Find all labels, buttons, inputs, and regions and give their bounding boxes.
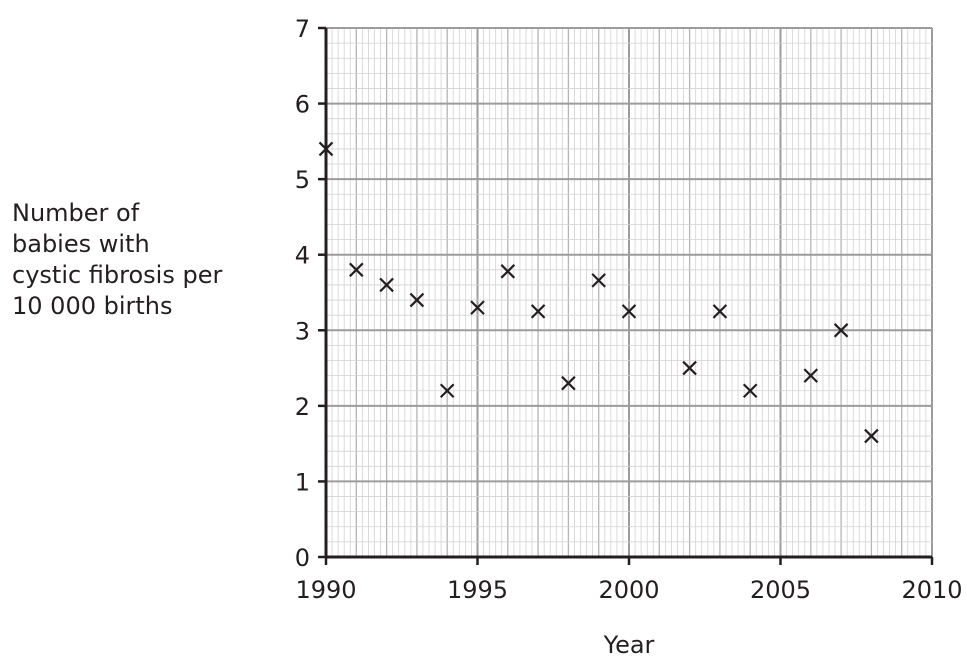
y-tick-label: 5 (295, 166, 310, 194)
data-point-stroke (409, 292, 425, 308)
data-point-stroke (682, 360, 697, 376)
data-point (379, 277, 394, 293)
x-tick-label: 1990 (295, 576, 356, 604)
data-point-stroke (349, 262, 364, 278)
data-point (621, 304, 637, 319)
data-points (318, 141, 879, 444)
x-axis-label: Year (603, 631, 655, 659)
data-point-stroke (591, 273, 606, 288)
data-point (742, 383, 758, 399)
y-axis-label: Number of babies with cystic fibrosis pe… (12, 198, 252, 322)
data-point (439, 383, 455, 399)
data-point-stroke (712, 304, 728, 319)
data-point (682, 360, 697, 376)
data-point-stroke (561, 375, 576, 391)
data-point (803, 368, 819, 383)
data-point-stroke (833, 323, 849, 338)
y-axis-label-line-4: 10 000 births (12, 292, 173, 320)
x-tick-label: 2000 (598, 576, 659, 604)
data-point-stroke (379, 277, 394, 293)
data-point (561, 375, 576, 391)
y-tick-label: 0 (295, 544, 310, 572)
data-point (864, 428, 879, 444)
x-tick-label: 1995 (447, 576, 508, 604)
data-point (712, 304, 728, 319)
y-axis-label-line-1: Number of (12, 199, 140, 227)
data-point-stroke (621, 304, 637, 319)
y-axis-label-line-3: cystic fibrosis per (12, 261, 223, 289)
y-axis-label-line-2: babies with (12, 230, 150, 258)
y-tick-label: 1 (295, 468, 310, 496)
data-point-stroke (864, 428, 879, 444)
data-point-stroke (500, 264, 516, 279)
data-point-stroke (742, 383, 758, 399)
y-tick-label: 6 (295, 91, 310, 119)
y-tick-label: 2 (295, 393, 310, 421)
data-point-stroke (803, 368, 819, 383)
tick-labels: 0 1 2 3 4 5 6 7 1990 1995 2000 2005 2010 (295, 15, 963, 604)
data-point (530, 304, 546, 319)
data-point (409, 292, 425, 308)
axes (318, 26, 934, 565)
data-point (349, 262, 364, 278)
data-point-stroke (318, 141, 334, 157)
y-tick-label: 7 (295, 15, 310, 43)
y-tick-label: 4 (295, 242, 310, 270)
data-point (500, 264, 516, 279)
data-point (318, 141, 334, 157)
data-point (591, 273, 606, 288)
data-point-stroke (439, 383, 455, 399)
y-tick-label: 3 (295, 317, 310, 345)
data-point (470, 300, 485, 315)
x-tick-label: 2005 (750, 576, 811, 604)
data-point-stroke (470, 300, 485, 315)
grid (325, 27, 933, 558)
x-tick-label: 2010 (901, 576, 962, 604)
data-point-stroke (530, 304, 546, 319)
data-point (833, 323, 849, 338)
